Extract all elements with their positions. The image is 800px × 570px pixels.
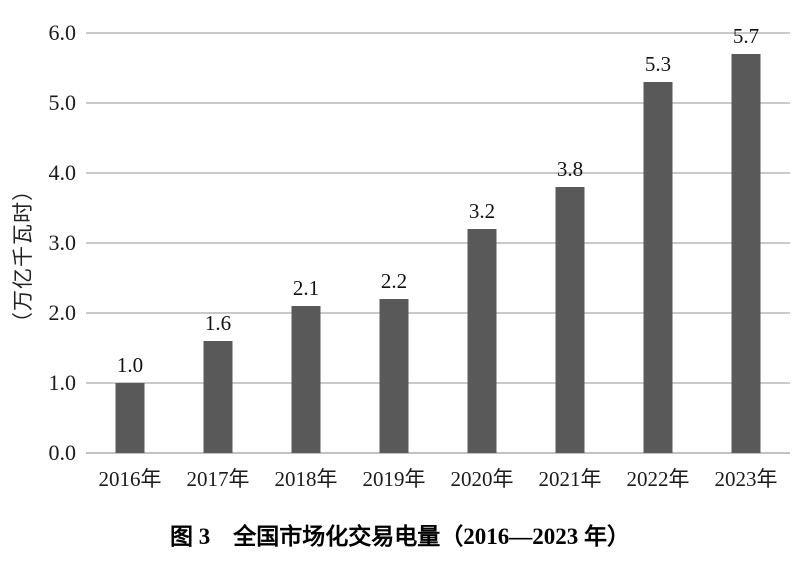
bar-2021年 [555,187,585,453]
bar-column: 5.3 2022年 [614,33,702,491]
y-tick-label: 3.0 [48,230,77,255]
bar-column: 2.1 2018年 [262,33,350,491]
bar-2023年 [731,54,761,453]
y-tick-label: 0.0 [48,440,77,465]
bar-2018年 [291,306,321,453]
bar-value-label: 2.1 [292,276,320,300]
bar-value-label: 1.6 [204,311,232,335]
bar-column: 3.8 2021年 [526,33,614,491]
x-tick-label: 2016年 [98,467,162,491]
y-tick-label: 6.0 [48,20,77,45]
gridline [86,172,790,174]
bar-2019年 [379,299,409,453]
plot-area: 1.0 2016年 1.6 2017年 2.1 2018年 2.2 2019年 3.2 2020年… [86,25,790,491]
bar-value-label: 5.3 [644,52,672,76]
x-tick-label: 2019年 [362,467,426,491]
y-tick-label: 1.0 [48,370,77,395]
x-tick-label: 2017年 [186,467,250,491]
x-tick-label: 2021年 [538,467,602,491]
x-tick-label: 2018年 [274,467,338,491]
bar-2020年 [467,229,497,453]
bar-column: 1.0 2016年 [86,33,174,491]
gridline [86,382,790,384]
y-axis: 0.0 1.0 2.0 3.0 4.0 5.0 6.0 [0,22,77,464]
gridline [86,242,790,244]
x-axis-line [86,452,790,454]
bar-value-label: 5.7 [732,24,760,48]
gridline [86,102,790,104]
bar-2017年 [203,341,233,453]
bar-column: 2.2 2019年 [350,33,438,491]
bar-column: 3.2 2020年 [438,33,526,491]
bar-value-label: 3.2 [468,199,496,223]
y-tick-label: 4.0 [48,160,77,185]
bar-value-label: 1.0 [116,353,144,377]
bar-column: 5.7 2023年 [702,25,790,491]
y-tick-label: 2.0 [48,300,77,325]
x-tick-label: 2020年 [450,467,514,491]
bar-value-label: 2.2 [380,269,408,293]
gridline [86,312,790,314]
bar-value-label: 3.8 [556,157,584,181]
y-tick-label: 5.0 [48,90,77,115]
bar-column: 1.6 2017年 [174,33,262,491]
x-tick-label: 2022年 [626,467,690,491]
x-tick-label: 2023年 [714,467,778,491]
figure-caption: 图 3 全国市场化交易电量（2016—2023 年） [170,524,630,549]
bar-2016年 [115,383,145,453]
gridline [86,32,790,34]
bar-2022年 [643,82,673,453]
